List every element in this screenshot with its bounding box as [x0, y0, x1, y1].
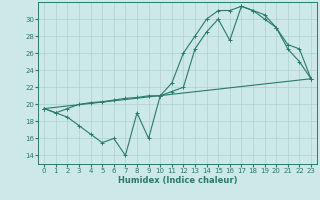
- X-axis label: Humidex (Indice chaleur): Humidex (Indice chaleur): [118, 176, 237, 185]
